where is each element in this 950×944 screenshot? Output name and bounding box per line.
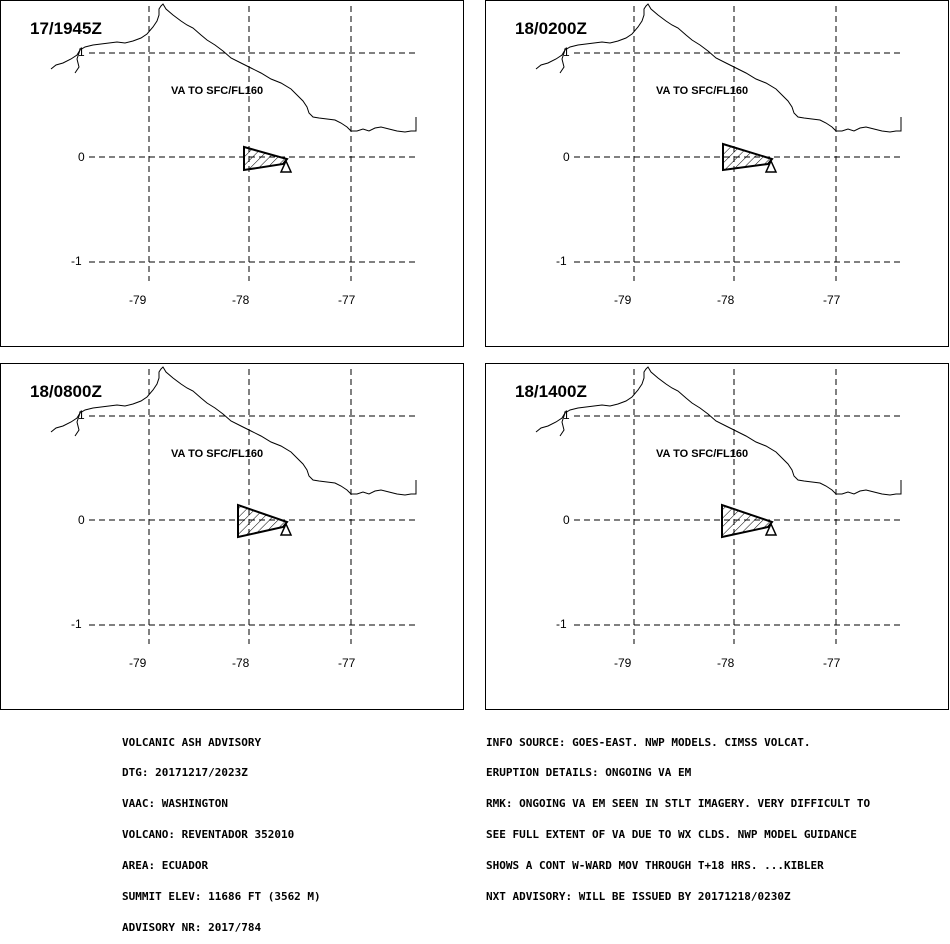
advisory-line: INFO SOURCE: GOES-EAST. NWP MODELS. CIMS… xyxy=(486,735,811,749)
lon-label-minus78: -78 xyxy=(717,293,735,307)
advisory-line: AREA: ECUADOR xyxy=(122,859,209,873)
map-panel-4: 18/1400Z VA TO SFC/FL160 1 0 -1 -79 -78 … xyxy=(485,363,949,710)
lon-label-minus77: -77 xyxy=(823,656,841,670)
forecast-time-label: 17/1945Z xyxy=(30,19,102,38)
map-panel-1: 17/1945Z VA TO SFC/FL160 1 0 -1 -79 -78 … xyxy=(0,0,464,347)
lon-label-minus77: -77 xyxy=(338,293,356,307)
lon-label-minus79: -79 xyxy=(614,656,632,670)
forecast-time-label: 18/0200Z xyxy=(515,19,587,38)
forecast-time-label: 18/1400Z xyxy=(515,382,587,401)
advisory-line: SUMMIT ELEV: 11686 FT (3562 M) xyxy=(122,890,321,904)
lat-label-minus1: -1 xyxy=(71,617,82,631)
map-canvas xyxy=(535,3,904,281)
advisory-line: NXT ADVISORY: WILL BE ISSUED BY 20171218… xyxy=(486,890,791,904)
va-layer-label: VA TO SFC/FL160 xyxy=(656,448,749,460)
lon-label-minus79: -79 xyxy=(129,293,147,307)
coastline xyxy=(535,366,902,496)
coastline xyxy=(50,3,417,133)
ash-cloud-polygon xyxy=(243,145,289,172)
lat-label-1: 1 xyxy=(563,45,570,59)
advisory-line: SEE FULL EXTENT OF VA DUE TO WX CLDS. NW… xyxy=(486,828,857,842)
coastline xyxy=(50,366,417,496)
volcano-triangle xyxy=(764,159,778,173)
advisory-line: VOLCANIC ASH ADVISORY xyxy=(122,735,262,749)
coast-inlet xyxy=(74,49,81,74)
advisory-line: VOLCANO: REVENTADOR 352010 xyxy=(122,828,295,842)
lat-label-minus1: -1 xyxy=(556,617,567,631)
advisory-line: SHOWS A CONT W-WARD MOV THROUGH T+18 HRS… xyxy=(486,859,824,873)
lat-label-0: 0 xyxy=(78,150,85,164)
coast-inlet xyxy=(559,412,566,437)
lat-label-1: 1 xyxy=(563,408,570,422)
lon-label-minus78: -78 xyxy=(232,656,250,670)
lat-label-minus1: -1 xyxy=(71,254,82,268)
lon-label-minus79: -79 xyxy=(614,293,632,307)
lon-label-minus78: -78 xyxy=(717,656,735,670)
volcano-triangle xyxy=(279,159,293,173)
lat-label-0: 0 xyxy=(563,513,570,527)
volcano-triangle xyxy=(764,522,778,536)
forecast-time-label: 18/0800Z xyxy=(30,382,102,401)
advisory-line: VAAC: WASHINGTON xyxy=(122,797,228,811)
coastline xyxy=(535,3,902,133)
ash-cloud-polygon xyxy=(237,503,289,539)
lat-label-1: 1 xyxy=(78,408,85,422)
va-layer-label: VA TO SFC/FL160 xyxy=(171,85,264,97)
map-canvas xyxy=(535,366,904,644)
map-canvas xyxy=(50,366,419,644)
lon-label-minus79: -79 xyxy=(129,656,147,670)
advisory-line: ADVISORY NR: 2017/784 xyxy=(122,920,262,934)
lon-label-minus77: -77 xyxy=(823,293,841,307)
lat-label-0: 0 xyxy=(563,150,570,164)
lon-label-minus77: -77 xyxy=(338,656,356,670)
volcano-triangle xyxy=(279,522,293,536)
advisory-line: RMK: ONGOING VA EM SEEN IN STLT IMAGERY.… xyxy=(486,797,871,811)
lat-label-1: 1 xyxy=(78,45,85,59)
advisory-header-block: VOLCANIC ASH ADVISORY DTG: 20171217/2023… xyxy=(122,717,321,944)
advisory-remarks-block: INFO SOURCE: GOES-EAST. NWP MODELS. CIMS… xyxy=(486,717,870,913)
lon-label-minus78: -78 xyxy=(232,293,250,307)
lat-label-minus1: -1 xyxy=(556,254,567,268)
coast-inlet xyxy=(559,49,566,74)
advisory-line: DTG: 20171217/2023Z xyxy=(122,766,248,780)
lat-label-0: 0 xyxy=(78,513,85,527)
va-layer-label: VA TO SFC/FL160 xyxy=(656,85,749,97)
va-layer-label: VA TO SFC/FL160 xyxy=(171,448,264,460)
ash-cloud-polygon xyxy=(722,142,774,172)
coast-inlet xyxy=(74,412,81,437)
map-canvas xyxy=(50,3,419,281)
ash-cloud-polygon xyxy=(721,503,774,539)
advisory-line: ERUPTION DETAILS: ONGOING VA EM xyxy=(486,766,692,780)
map-panel-3: 18/0800Z VA TO SFC/FL160 1 0 -1 -79 -78 … xyxy=(0,363,464,710)
map-panel-2: 18/0200Z VA TO SFC/FL160 1 0 -1 -79 -78 … xyxy=(485,0,949,347)
